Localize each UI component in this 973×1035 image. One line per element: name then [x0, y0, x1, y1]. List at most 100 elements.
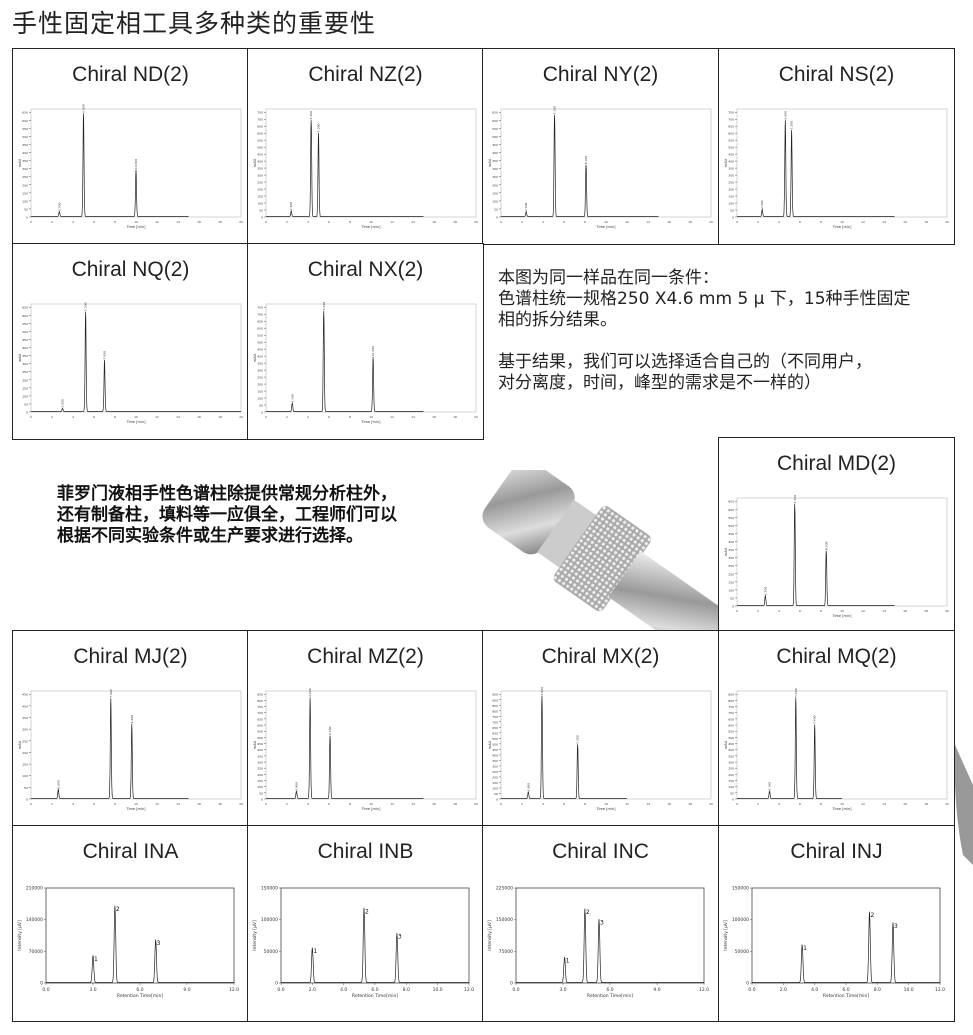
x-tick-label: 8: [820, 802, 822, 806]
panel-title: Chiral INJ: [790, 840, 883, 863]
x-tick-label: 14: [882, 220, 886, 224]
y-tick-label: 600: [728, 508, 734, 512]
y-axis-label: Intensity [μV]: [487, 920, 493, 951]
y-tick-label: 600: [257, 724, 263, 728]
y-tick-label: 600: [492, 731, 498, 735]
y-tick-label: 150: [257, 779, 263, 783]
y-tick-label: 210000: [26, 886, 43, 892]
panel-title: Chiral MJ(2): [73, 645, 188, 668]
y-tick-label: 100: [728, 588, 734, 592]
x-tick-label: 6: [328, 220, 330, 224]
y-tick-label: 50: [259, 791, 263, 795]
x-tick-label: 4: [72, 220, 74, 224]
chromatogram-chart: 0 50 100 150 200 250 300 350 400 450 500 550 600 650 0…: [18, 302, 243, 424]
y-tick-label: 400: [22, 151, 28, 155]
x-tick-label: 10: [134, 802, 138, 806]
x-tick-label: 8: [114, 415, 116, 419]
column-edge-image: [954, 745, 973, 865]
x-tick-label: 0.0: [512, 987, 519, 993]
x-tick-label: 8: [820, 220, 822, 224]
y-tick-label: 600: [728, 132, 734, 136]
plot-frame: [515, 887, 705, 984]
x-tick-label: 14: [882, 802, 886, 806]
y-tick-label: 800: [492, 709, 498, 713]
y-tick-label: 500: [22, 135, 28, 139]
x-tick-label: 3.0: [89, 987, 96, 993]
peak-time-label: 6.100: [328, 726, 332, 735]
x-tick-label: 0: [30, 802, 32, 806]
chromatogram-panel: Chiral NS(2) 0 50 100 150 200 250 300 350 400 450 5…: [718, 48, 955, 245]
y-tick-label: 700: [492, 720, 498, 724]
plot-frame: [265, 690, 477, 800]
y-tick-label: 50: [24, 207, 28, 211]
x-tick-label: 0: [500, 220, 502, 224]
y-tick-label: 100: [492, 199, 498, 203]
y-tick-label: 300: [257, 761, 263, 765]
peak-time-label: 8.100: [584, 156, 588, 165]
y-tick-label: 400: [257, 748, 263, 752]
x-tick-label: 2: [51, 415, 53, 419]
peak-label: 1: [803, 945, 807, 952]
x-tick-label: 20: [474, 802, 478, 806]
x-tick-label: 10: [369, 220, 373, 224]
y-tick-label: 150: [257, 195, 263, 199]
chromatogram-trace: [31, 698, 189, 799]
y-tick-label: 100: [257, 202, 263, 206]
peak-label: 1: [313, 948, 317, 955]
peak-time-label: 5.600: [794, 688, 798, 697]
peak-time-label: 7.400: [813, 715, 817, 724]
x-tick-label: 0: [500, 802, 502, 806]
x-tick-label: 12: [625, 220, 629, 224]
y-tick-label: 750: [257, 306, 263, 310]
note-line: 相的拆分结果。: [498, 310, 617, 330]
x-tick-label: 10: [840, 220, 844, 224]
peak-time-label: 5.000: [317, 124, 321, 133]
y-tick-label: 250: [257, 181, 263, 185]
y-tick-label: 500: [257, 146, 263, 150]
y-tick-label: 350: [257, 754, 263, 758]
x-tick-label: 10: [604, 220, 608, 224]
x-tick-label: 16: [197, 415, 201, 419]
x-tick-label: 6: [563, 802, 565, 806]
y-tick-label: 250: [728, 767, 734, 771]
y-tick-label: 250: [22, 370, 28, 374]
y-tick-label: 0: [26, 216, 28, 220]
panel-title: Chiral ND(2): [72, 63, 189, 86]
chromatogram-trace: [266, 120, 424, 217]
y-tick-label: 400: [728, 748, 734, 752]
y-tick-label: 650: [728, 500, 734, 504]
y-tick-label: 0: [261, 216, 263, 220]
chromatogram-chart: 0 50 100 150 200 250 300 350 400 450 500 550 600 650 0…: [724, 495, 949, 618]
peak-time-label: 2.700: [57, 202, 61, 211]
chromatogram-trace: [501, 695, 627, 799]
panel-title: Chiral NY(2): [542, 63, 659, 86]
y-tick-label: 0: [275, 981, 278, 987]
x-tick-label: 20: [709, 220, 713, 224]
y-tick-label: 650: [492, 111, 498, 115]
y-tick-label: 400: [492, 753, 498, 757]
y-axis-label: mAU: [18, 353, 22, 362]
y-tick-label: 400: [22, 704, 28, 708]
x-tick-label: 12: [625, 802, 629, 806]
x-tick-label: 20: [474, 220, 478, 224]
y-tick-label: 400: [728, 160, 734, 164]
x-tick-label: 0.0: [748, 987, 755, 993]
chromatogram-chart: 0 75000 150000 225000 0.0 3.0 6.0 9.0 12.0 Retent…: [487, 886, 709, 1000]
x-tick-label: 2: [757, 802, 759, 806]
x-tick-label: 2.0: [309, 987, 316, 993]
x-axis-label: Time [min]: [360, 225, 381, 229]
y-tick-label: 500: [728, 524, 734, 528]
y-tick-label: 50: [259, 209, 263, 213]
chromatogram-panel: Chiral MX(2) 0 50 100 150 200 250 300 350 400 450 5…: [482, 630, 719, 827]
y-tick-label: 450: [22, 338, 28, 342]
peak-time-label: 3.900: [540, 687, 544, 696]
y-tick-label: 350: [257, 362, 263, 366]
y-tick-label: 300: [22, 167, 28, 171]
x-axis-label: Time [min]: [125, 420, 146, 424]
x-tick-label: 6.0: [606, 987, 613, 993]
chromatogram-trace: [266, 697, 424, 799]
note-line: 根据不同实验条件或生产要求进行选择。: [57, 526, 363, 546]
y-tick-label: 350: [22, 159, 28, 163]
y-tick-label: 200: [22, 751, 28, 755]
